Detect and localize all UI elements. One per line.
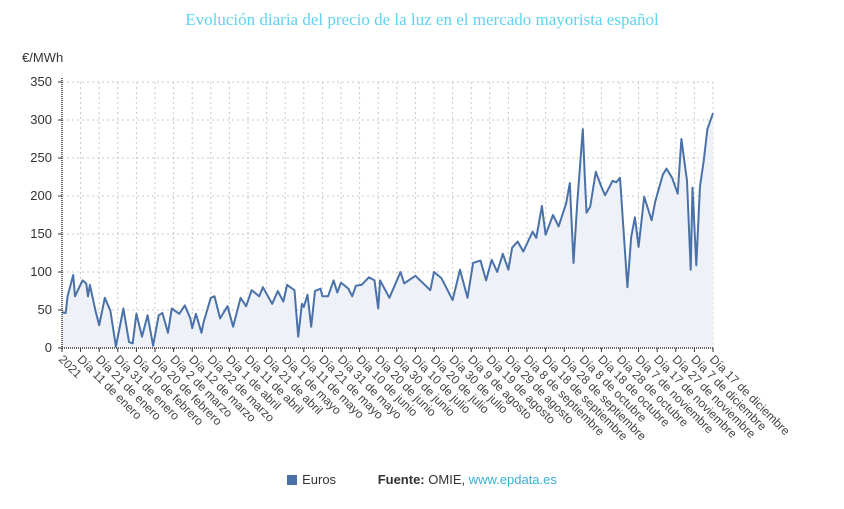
y-tick-label: 300 — [30, 112, 52, 127]
y-tick-label: 50 — [38, 302, 52, 317]
source-link[interactable]: www.epdata.es — [468, 472, 557, 487]
y-tick-label: 250 — [30, 150, 52, 165]
y-tick-label: 150 — [30, 226, 52, 241]
y-tick-labels: 0 50 100 150 200 250 300 350 — [30, 74, 52, 355]
y-tick-label: 100 — [30, 264, 52, 279]
y-axis-label: €/MWh — [22, 50, 63, 65]
source-credit: Fuente: OMIE, www.epdata.es — [378, 472, 557, 487]
series-line-euros — [61, 112, 714, 348]
axes — [58, 78, 714, 352]
source-label: Fuente: — [377, 472, 425, 487]
legend-item-euros[interactable]: Euros — [287, 472, 336, 487]
legend-swatch — [287, 475, 298, 485]
y-tick-label: 350 — [30, 74, 52, 89]
legend: Euros Fuente: OMIE, www.epdata.es — [0, 472, 844, 487]
series-area-fill — [62, 113, 713, 348]
y-tick-label: 200 — [30, 188, 52, 203]
source-name: OMIE, — [428, 472, 469, 487]
legend-label: Euros — [302, 472, 337, 487]
chart-title: Evolución diaria del precio de la luz en… — [185, 10, 659, 29]
y-tick-label: 0 — [45, 340, 52, 355]
